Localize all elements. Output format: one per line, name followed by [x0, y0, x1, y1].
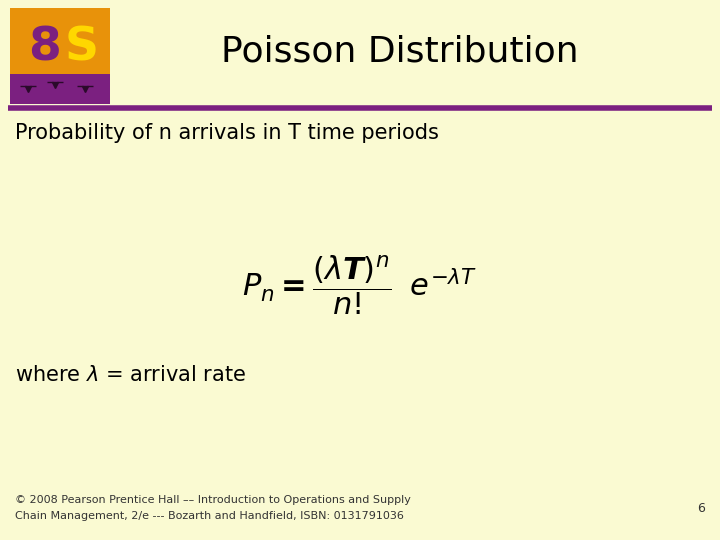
Text: Poisson Distribution: Poisson Distribution	[221, 35, 579, 69]
Text: Chain Management, 2/e --- Bozarth and Handfield, ISBN: 0131791036: Chain Management, 2/e --- Bozarth and Ha…	[15, 511, 404, 521]
FancyBboxPatch shape	[10, 8, 110, 74]
Text: 8: 8	[28, 25, 60, 71]
Text: $\boldsymbol{P_n = \dfrac{(\lambda \boldsymbol{T})^n}{n!} \;\; e^{-\lambda T}}$: $\boldsymbol{P_n = \dfrac{(\lambda \bold…	[243, 253, 477, 317]
Text: © 2008 Pearson Prentice Hall –– Introduction to Operations and Supply: © 2008 Pearson Prentice Hall –– Introduc…	[15, 495, 411, 505]
FancyBboxPatch shape	[10, 74, 110, 104]
Text: Probability of n arrivals in T time periods: Probability of n arrivals in T time peri…	[15, 123, 439, 143]
Text: 6: 6	[697, 502, 705, 515]
Text: S: S	[65, 25, 99, 71]
Text: where $\lambda$ = arrival rate: where $\lambda$ = arrival rate	[15, 365, 246, 385]
